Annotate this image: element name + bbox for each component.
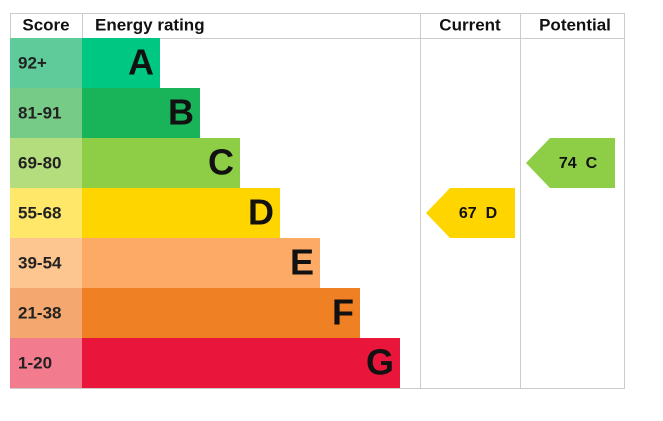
score-label: 1-20	[18, 353, 52, 372]
header-score: Score	[22, 15, 69, 34]
score-label: 21-38	[18, 303, 61, 322]
rating-bar	[82, 338, 400, 388]
rating-bar	[82, 288, 360, 338]
rating-letter: D	[248, 192, 274, 233]
score-label: 81-91	[18, 103, 61, 122]
potential-band: C	[586, 155, 598, 172]
rating-letter: G	[366, 342, 394, 383]
rating-bar	[82, 138, 240, 188]
rating-letter: F	[332, 292, 354, 333]
rating-bar	[82, 88, 200, 138]
current-value: 67	[459, 205, 477, 222]
score-cell	[10, 38, 82, 88]
current-band: D	[486, 205, 498, 222]
score-cell	[10, 188, 82, 238]
rating-bar	[82, 38, 160, 88]
potential-value: 74	[559, 155, 577, 172]
header-potential: Potential	[539, 15, 611, 34]
score-cell	[10, 338, 82, 388]
score-label: 55-68	[18, 203, 61, 222]
score-cell	[10, 88, 82, 138]
score-cell	[10, 288, 82, 338]
rating-letter: A	[128, 42, 154, 83]
current-label: 67 D	[459, 205, 497, 222]
score-label: 69-80	[18, 153, 61, 172]
potential-label: 74 C	[559, 155, 598, 172]
score-label: 39-54	[18, 253, 62, 272]
rating-bar	[82, 238, 320, 288]
score-label: 92+	[18, 53, 47, 72]
rating-bar	[82, 188, 280, 238]
rating-letter: E	[290, 242, 314, 283]
rating-letter: C	[208, 142, 234, 183]
current-arrow	[426, 188, 515, 238]
score-cell	[10, 138, 82, 188]
score-cell	[10, 238, 82, 288]
header-current: Current	[439, 15, 501, 34]
header-energy-rating: Energy rating	[95, 15, 205, 34]
potential-arrow	[526, 138, 615, 188]
rating-letter: B	[168, 92, 194, 133]
